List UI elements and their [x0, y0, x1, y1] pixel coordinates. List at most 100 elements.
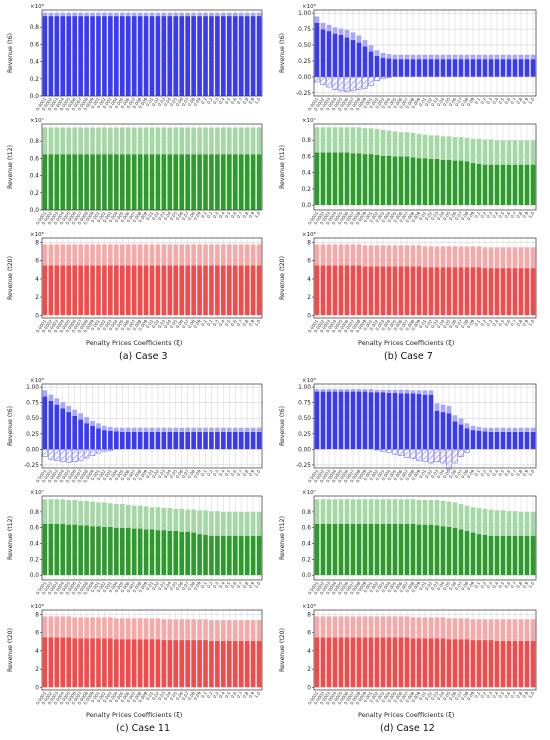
xtick-label: 0.05	[169, 96, 179, 107]
bar-lower	[54, 154, 60, 211]
xtick-label: 0.009	[410, 96, 421, 109]
exponent-label: ×10⁶	[302, 377, 317, 384]
bar-lower	[54, 404, 60, 450]
bar-lower	[244, 154, 250, 211]
xtick-label: 0.02	[424, 468, 434, 479]
bar-lower	[208, 431, 214, 450]
bar-lower	[173, 265, 179, 316]
xtick-label: 0.2	[479, 96, 487, 105]
bar-lower	[434, 266, 440, 316]
bar-lower	[392, 523, 398, 576]
caption-case-7: (b) Case 7	[384, 351, 433, 362]
xtick-label: 0.5	[497, 468, 505, 477]
xtick-label: 0.006	[120, 690, 131, 703]
bar-lower	[202, 15, 209, 97]
bar-lower	[95, 154, 102, 211]
xtick-label: 0.09	[192, 690, 202, 701]
bar-lower	[197, 639, 203, 688]
xtick-label: 0.03	[430, 468, 440, 479]
exponent-label: ×10⁷	[302, 117, 316, 124]
bar-lower	[500, 164, 506, 206]
bar-lower	[446, 638, 452, 688]
bar-lower	[380, 523, 386, 576]
bar-lower	[131, 431, 137, 450]
bar-lower	[250, 15, 256, 97]
ytick-label: 6	[35, 631, 39, 637]
bar-lower	[167, 15, 173, 97]
xtick-label: 0.7	[509, 580, 517, 589]
bar-negative	[386, 449, 392, 453]
xtick-label: 0.1	[473, 96, 481, 105]
xtick-label: 1.0	[253, 210, 261, 219]
bar-lower	[226, 265, 232, 316]
ytick-label: 0.2	[302, 187, 312, 193]
xtick-label: 0.7	[236, 96, 244, 105]
xtick-label: 1.0	[527, 580, 535, 589]
bar-lower	[54, 637, 60, 688]
xtick-label: 0.01	[418, 318, 428, 329]
xlabel-b: Penalty Prices Coefficients (ξ)	[358, 339, 455, 347]
xtick-label: 0.02	[151, 690, 161, 701]
ytick-label: 0.4	[30, 60, 40, 66]
bar-lower	[131, 528, 137, 576]
xtick-label: 0.003	[374, 690, 385, 703]
bar-lower	[524, 535, 530, 576]
bar-lower	[60, 637, 66, 688]
xtick-label: 0.03	[157, 580, 167, 591]
xtick-label: 1.0	[527, 318, 535, 327]
ytick-label: 0.6	[302, 526, 312, 532]
bar-lower	[137, 431, 143, 450]
xtick-label: 0.8	[515, 210, 523, 219]
bar-lower	[137, 638, 143, 688]
xtick-label: 0.004	[108, 580, 119, 593]
bar-lower	[398, 637, 404, 688]
bar-lower	[488, 267, 494, 316]
xtick-label: 0.7	[236, 468, 244, 477]
xtick-label: 0.08	[460, 96, 470, 107]
xtick-label: 0.7	[509, 96, 517, 105]
xtick-label: 0.08	[460, 690, 470, 701]
exponent-label: ×10⁶	[302, 231, 317, 238]
ytick-label: 0.4	[30, 542, 40, 548]
xtick-label: 0.008	[404, 318, 415, 331]
ytick-label: 0	[307, 313, 311, 319]
bar-lower	[440, 58, 446, 77]
xtick-label: 0.01	[418, 690, 428, 701]
xtick-label: 0.9	[247, 318, 255, 327]
xtick-label: 0.7	[236, 210, 244, 219]
xtick-label: 1.0	[527, 96, 535, 105]
xtick-label: 0.06	[448, 318, 458, 329]
xtick-label: 0.005	[114, 96, 125, 109]
xtick-label: 0.003	[102, 318, 113, 331]
axes-frame	[41, 495, 263, 581]
xtick-label: 0.2	[206, 210, 214, 219]
bar-lower	[131, 15, 137, 97]
xtick-label: 0.2	[479, 690, 487, 699]
ytick-label: 4	[35, 649, 39, 655]
xtick-label: 0.05	[442, 210, 452, 221]
bar-lower	[404, 156, 410, 206]
bar-lower	[179, 639, 185, 688]
exponent-label: ×10⁶	[30, 231, 45, 238]
xtick-label: 0.06	[448, 210, 458, 221]
bar-negative	[464, 449, 470, 453]
bar-lower	[422, 266, 428, 316]
xtick-label: 0.8	[242, 318, 250, 327]
bar-lower	[494, 58, 500, 77]
bar-lower	[101, 265, 107, 316]
xtick-label: 0.2	[479, 580, 487, 589]
bar-negative	[42, 449, 48, 458]
bar-lower	[244, 265, 250, 316]
bar-lower	[66, 524, 72, 576]
bar-lower	[250, 535, 256, 576]
xtick-label: 0.002	[96, 690, 107, 703]
xtick-label: 0.8	[515, 318, 523, 327]
bar-lower	[72, 15, 78, 97]
bar-lower	[232, 15, 238, 97]
bar-lower	[95, 638, 102, 688]
bar-lower	[356, 153, 362, 206]
bar-lower	[338, 637, 344, 688]
bar-lower	[428, 524, 434, 576]
xtick-label: 0.05	[169, 690, 179, 701]
bar-negative	[452, 449, 458, 464]
